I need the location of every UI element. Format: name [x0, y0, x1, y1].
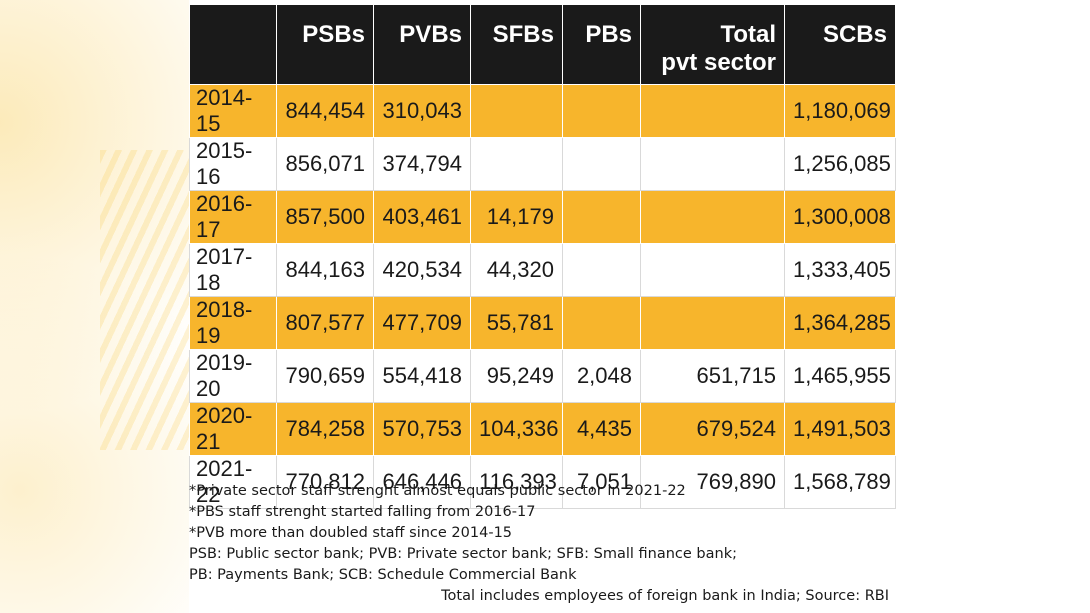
bank-staff-table: PSBs PVBs SFBs PBs Total pvt sector SCBs 2014-…	[189, 4, 896, 509]
pbs-cell: 2,048	[562, 349, 641, 403]
year-cell: 2016-17	[189, 190, 277, 244]
scbs-cell: 1,364,285	[784, 296, 896, 350]
table-row: 2017-18 844,163 420,534 44,320 1,333,405	[189, 243, 896, 297]
column-header-scbs: SCBs	[784, 4, 896, 85]
year-cell: 2020-21	[189, 402, 277, 456]
pbs-cell: 7,051	[562, 455, 641, 509]
footnote-line: *PVB more than doubled staff since 2014-…	[189, 525, 513, 541]
pvbs-cell: 646,446	[373, 455, 471, 509]
psbs-cell: 856,071	[276, 137, 374, 191]
sfbs-cell	[470, 137, 563, 191]
total-pvt-cell: 651,715	[640, 349, 785, 403]
scbs-cell: 1,465,955	[784, 349, 896, 403]
table-row: 2021-22 770,812 646,446 116,393 7,051 769,890…	[189, 455, 896, 509]
year-cell: 2014-15	[189, 84, 277, 138]
year-cell: 2017-18	[189, 243, 277, 297]
psbs-cell: 770,812	[276, 455, 374, 509]
total-pvt-cell: 769,890	[640, 455, 785, 509]
footnotes: *Private sector staff strenght almost eq…	[189, 481, 889, 607]
table-body: 2014-15 844,454 310,043 1,180,069 2015-16 856…	[189, 84, 896, 509]
footnote-line: *Private sector staff strenght almost eq…	[189, 483, 686, 499]
sfbs-cell: 104,336	[470, 402, 563, 456]
pbs-cell	[562, 137, 641, 191]
scbs-cell: 1,491,503	[784, 402, 896, 456]
scbs-cell: 1,333,405	[784, 243, 896, 297]
sfbs-cell: 116,393	[470, 455, 563, 509]
table-row: 2016-17 857,500 403,461 14,179 1,300,008	[189, 190, 896, 244]
table-row: 2015-16 856,071 374,794 1,256,085	[189, 137, 896, 191]
sunburst-decoration	[0, 0, 200, 613]
total-pvt-cell	[640, 137, 785, 191]
psbs-cell: 784,258	[276, 402, 374, 456]
footnote-line: PSB: Public sector bank; PVB: Private se…	[189, 546, 737, 562]
psbs-cell: 857,500	[276, 190, 374, 244]
footnote-line: PB: Payments Bank; SCB: Schedule Commerc…	[189, 567, 577, 583]
table-frame: PSBs PVBs SFBs PBs Total pvt sector SCBs 2014-…	[189, 0, 896, 613]
pbs-cell	[562, 243, 641, 297]
sfbs-cell	[470, 84, 563, 138]
sfbs-cell: 55,781	[470, 296, 563, 350]
column-header-total-pvt-sector: Total pvt sector	[640, 4, 785, 85]
psbs-cell: 844,163	[276, 243, 374, 297]
pvbs-cell: 374,794	[373, 137, 471, 191]
psbs-cell: 790,659	[276, 349, 374, 403]
column-header-year	[189, 4, 277, 85]
total-pvt-cell	[640, 190, 785, 244]
psbs-cell: 807,577	[276, 296, 374, 350]
pbs-cell	[562, 84, 641, 138]
year-cell: 2019-20	[189, 349, 277, 403]
sunburst-rays-decoration	[100, 150, 200, 450]
header-row: PSBs PVBs SFBs PBs Total pvt sector SCBs	[189, 4, 896, 85]
footnote-line: *PBS staff strenght started falling from…	[189, 504, 536, 520]
table-row: 2014-15 844,454 310,043 1,180,069	[189, 84, 896, 138]
total-pvt-cell	[640, 243, 785, 297]
column-header-sfbs: SFBs	[470, 4, 563, 85]
pbs-cell: 4,435	[562, 402, 641, 456]
source-note: Total includes employees of foreign bank…	[441, 588, 889, 604]
table-row: 2018-19 807,577 477,709 55,781 1,364,285	[189, 296, 896, 350]
scbs-cell: 1,300,008	[784, 190, 896, 244]
year-cell: 2015-16	[189, 137, 277, 191]
column-header-pbs: PBs	[562, 4, 641, 85]
total-pvt-cell: 679,524	[640, 402, 785, 456]
sfbs-cell: 95,249	[470, 349, 563, 403]
sfbs-cell: 14,179	[470, 190, 563, 244]
pbs-cell	[562, 190, 641, 244]
total-pvt-cell	[640, 84, 785, 138]
column-header-pvbs: PVBs	[373, 4, 471, 85]
pvbs-cell: 570,753	[373, 402, 471, 456]
pbs-cell	[562, 296, 641, 350]
table-row: 2019-20 790,659 554,418 95,249 2,048 651,715 1…	[189, 349, 896, 403]
pvbs-cell: 420,534	[373, 243, 471, 297]
table-row: 2020-21 784,258 570,753 104,336 4,435 679,524…	[189, 402, 896, 456]
year-cell: 2018-19	[189, 296, 277, 350]
pvbs-cell: 310,043	[373, 84, 471, 138]
column-header-psbs: PSBs	[276, 4, 374, 85]
pvbs-cell: 477,709	[373, 296, 471, 350]
pvbs-cell: 403,461	[373, 190, 471, 244]
scbs-cell: 1,180,069	[784, 84, 896, 138]
pvbs-cell: 554,418	[373, 349, 471, 403]
sfbs-cell: 44,320	[470, 243, 563, 297]
scbs-cell: 1,256,085	[784, 137, 896, 191]
psbs-cell: 844,454	[276, 84, 374, 138]
scbs-cell: 1,568,789	[784, 455, 896, 509]
year-cell: 2021-22	[189, 455, 277, 509]
total-pvt-cell	[640, 296, 785, 350]
